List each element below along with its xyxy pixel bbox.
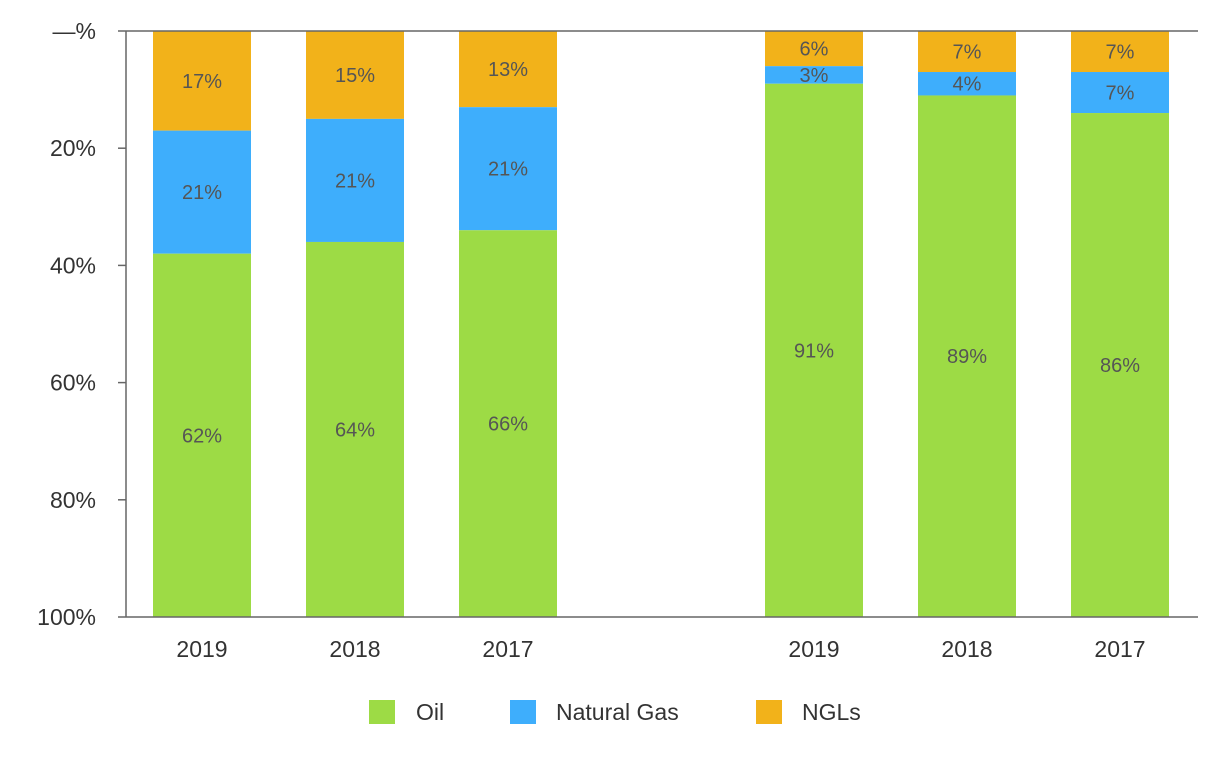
legend-swatch-ngls xyxy=(756,700,782,724)
bar-segment-oil xyxy=(459,230,557,618)
data-label-natural-gas: 3% xyxy=(800,65,829,87)
legend-swatch-natural-gas xyxy=(510,700,536,724)
data-label-oil: 89% xyxy=(947,346,987,368)
legend: Oil Natural Gas NGLs xyxy=(369,699,861,725)
data-label-ngls: 15% xyxy=(335,65,375,87)
data-label-oil: 62% xyxy=(182,425,222,447)
x-tick-label: 2018 xyxy=(329,636,380,662)
x-tick-label: 2019 xyxy=(176,636,227,662)
data-label-oil: 91% xyxy=(794,340,834,362)
x-tick-label: 2019 xyxy=(788,636,839,662)
bar-segment-oil xyxy=(306,241,404,617)
bar-segment-natural-gas xyxy=(153,130,251,254)
data-label-oil: 64% xyxy=(335,419,375,441)
bar-segment-ngls xyxy=(1071,31,1169,73)
bar-segment-oil xyxy=(918,95,1016,617)
bar-segment-ngls xyxy=(765,31,863,67)
legend-swatch-oil xyxy=(369,700,395,724)
data-label-ngls: 17% xyxy=(182,71,222,93)
y-tick-label: 100% xyxy=(37,604,96,630)
data-label-ngls: 6% xyxy=(800,39,829,61)
data-label-natural-gas: 21% xyxy=(182,182,222,204)
data-label-natural-gas: 21% xyxy=(335,170,375,192)
bar-segment-natural-gas xyxy=(918,72,1016,96)
data-label-oil: 86% xyxy=(1100,355,1140,377)
bar-segment-ngls xyxy=(459,31,557,108)
bar-segment-oil xyxy=(1071,113,1169,617)
legend-label-ngls: NGLs xyxy=(802,699,861,725)
data-label-natural-gas: 4% xyxy=(953,74,982,96)
y-tick-label: —% xyxy=(53,18,96,44)
x-tick-label: 2017 xyxy=(482,636,533,662)
y-tick-label: 60% xyxy=(50,370,96,396)
legend-label-oil: Oil xyxy=(416,699,444,725)
y-tick-label: 40% xyxy=(50,252,96,278)
bar-segment-natural-gas xyxy=(1071,72,1169,114)
axis-layer: —% 20% 40% 60% 80% 100% 2019 2018 2017 2019 2018 20… xyxy=(37,18,1198,662)
y-tick-label: 80% xyxy=(50,487,96,513)
bars-layer: 17% 21% 62% 15% 21% 64% 13% 21% 66% 6% 3% 91% 7% 4% 89… xyxy=(153,31,1169,618)
bar-segment-ngls xyxy=(153,31,251,131)
bar-segment-oil xyxy=(765,83,863,618)
legend-label-natural-gas: Natural Gas xyxy=(556,699,679,725)
data-label-ngls: 7% xyxy=(1106,42,1135,64)
y-tick-label: 20% xyxy=(50,135,96,161)
x-tick-label: 2018 xyxy=(941,636,992,662)
data-label-ngls: 7% xyxy=(953,42,982,64)
x-tick-label: 2017 xyxy=(1094,636,1145,662)
data-label-oil: 66% xyxy=(488,414,528,436)
data-label-natural-gas: 21% xyxy=(488,159,528,181)
data-label-natural-gas: 7% xyxy=(1106,83,1135,105)
data-label-ngls: 13% xyxy=(488,59,528,81)
bar-segment-oil xyxy=(153,253,251,617)
bar-segment-ngls xyxy=(306,31,404,119)
bar-segment-natural-gas xyxy=(306,118,404,242)
bar-segment-natural-gas xyxy=(765,66,863,84)
bar-segment-ngls xyxy=(918,31,1016,73)
bar-segment-natural-gas xyxy=(459,107,557,231)
